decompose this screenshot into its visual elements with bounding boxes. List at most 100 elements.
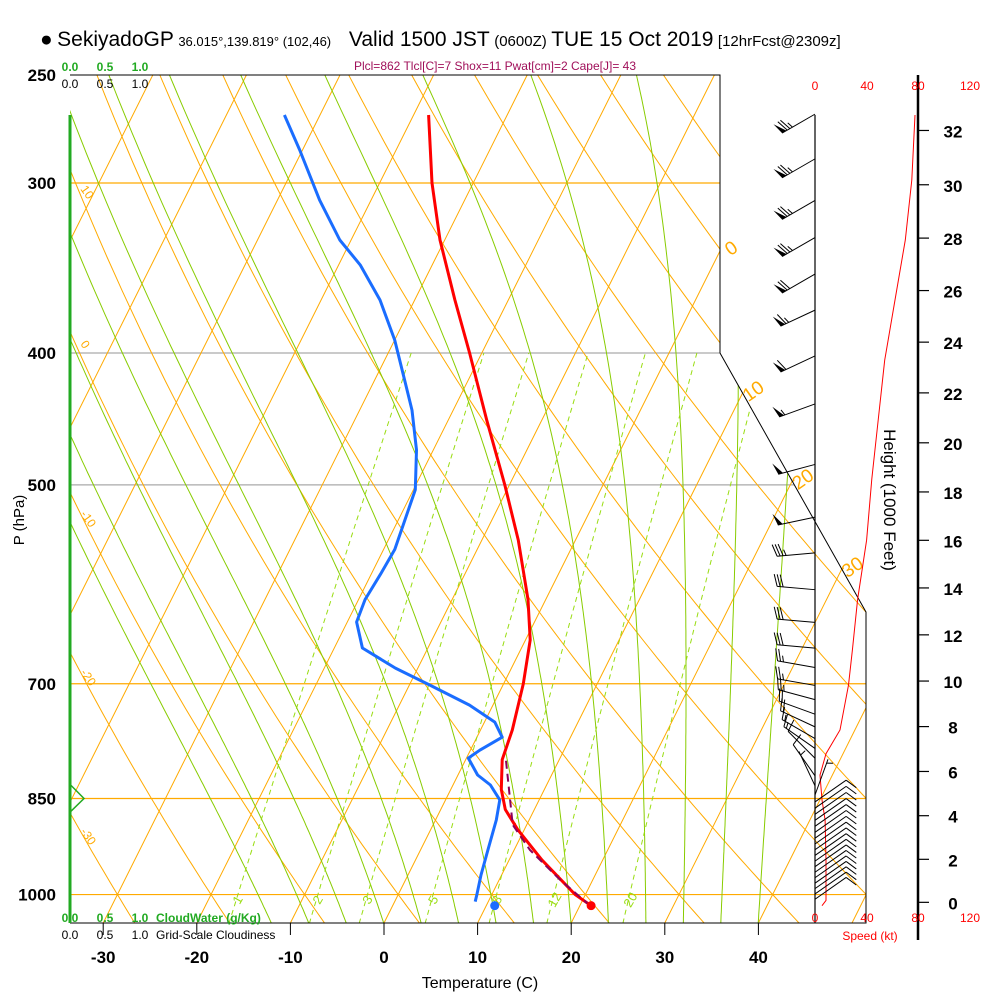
barb-staff xyxy=(781,273,816,294)
barb-staff xyxy=(814,821,847,845)
wind-barb xyxy=(792,734,816,777)
height-tick-label: 18 xyxy=(944,484,963,503)
barb-staff xyxy=(814,815,847,839)
mixing-ratio-line xyxy=(424,352,589,923)
speed-tick-label-bottom: 40 xyxy=(860,911,874,925)
mixing-ratio-line xyxy=(358,352,530,923)
barb-full xyxy=(776,574,781,587)
wind-barb xyxy=(777,677,816,701)
wind-barb xyxy=(773,200,816,220)
barb-staff xyxy=(814,810,847,833)
barb-staff xyxy=(777,585,816,591)
barb-full xyxy=(845,861,857,870)
mixing-ratio-label: 20 xyxy=(620,890,640,910)
barb-full xyxy=(781,707,786,720)
barb-full xyxy=(777,281,788,291)
dry-adiabat-label: 0 xyxy=(78,338,93,352)
barb-full xyxy=(783,714,788,727)
chart-header: ● SekiyadoGP 36.015°,139.819° (102,46) V… xyxy=(40,28,841,52)
station-name: SekiyadoGP xyxy=(57,28,174,51)
wind-speed-line xyxy=(819,114,916,907)
dry-adiabat-label: -20 xyxy=(78,666,100,689)
barb-full xyxy=(845,815,857,825)
moist-adiabat-line xyxy=(70,75,385,923)
barb-staff xyxy=(777,678,816,686)
pressure-tick-label: 300 xyxy=(28,174,56,193)
wind-barb xyxy=(814,815,857,839)
plot-frame xyxy=(68,74,920,940)
height-tick-label: 6 xyxy=(948,763,957,782)
wind-barb xyxy=(814,759,833,796)
barb-full xyxy=(845,850,857,859)
wind-barb xyxy=(814,850,857,873)
barb-full xyxy=(780,206,791,216)
barb-staff xyxy=(798,751,816,787)
speed-tick-label-bottom: 80 xyxy=(911,911,925,925)
barb-flag xyxy=(772,406,784,417)
height-tick-label: 30 xyxy=(944,177,963,196)
barb-full xyxy=(774,544,781,557)
barb-full xyxy=(787,719,795,732)
dry-adiabat-label: -10 xyxy=(78,508,100,531)
isotherm-line xyxy=(70,75,341,923)
barb-full xyxy=(792,734,802,745)
dry-adiabat-line xyxy=(70,75,421,923)
isotherm-line xyxy=(851,75,866,923)
barb-staff xyxy=(814,871,847,895)
barb-full xyxy=(845,877,857,886)
barb-half xyxy=(782,655,784,663)
wind-barb xyxy=(773,273,816,294)
barb-staff xyxy=(777,516,816,526)
barb-flag xyxy=(772,513,783,526)
temperature-tick-label: -20 xyxy=(185,948,210,967)
temperature-tick-label: 20 xyxy=(562,948,581,967)
skewt-frame xyxy=(70,74,867,924)
barb-full xyxy=(845,871,857,881)
barb-staff xyxy=(781,158,816,179)
barb-full xyxy=(777,677,779,690)
barb-staff xyxy=(814,792,847,815)
surface-dewpoint-dot xyxy=(490,901,500,911)
cloud-water-axis-title: CloudWater (g/Kg) xyxy=(156,911,261,925)
barb-full xyxy=(845,844,857,853)
moist-adiabat-line xyxy=(70,75,272,923)
barb-full xyxy=(845,838,857,848)
moist-adiabat-line xyxy=(70,75,310,923)
speed-tick-label-bottom: 120 xyxy=(960,911,980,925)
barb-full xyxy=(779,677,782,691)
speed-tick-label-top: 40 xyxy=(860,79,874,93)
wind-barb xyxy=(771,543,816,557)
barb-staff xyxy=(814,759,829,796)
speed-tick-label-top: 0 xyxy=(812,79,819,93)
wind-barb xyxy=(814,877,857,900)
barb-staff xyxy=(814,785,847,809)
wind-barb xyxy=(773,632,816,649)
barb-full xyxy=(845,855,857,864)
pressure-axis-title: P (hPa) xyxy=(11,495,28,546)
speed-axis-title: Speed (kt) xyxy=(842,929,897,943)
wind-barb xyxy=(772,513,816,526)
barb-full xyxy=(773,606,778,620)
moist-adiabat-line xyxy=(318,75,572,923)
barb-full xyxy=(777,207,788,217)
wind-barb xyxy=(773,573,816,591)
barb-full xyxy=(845,785,857,795)
dry-adiabat-line xyxy=(959,51,1000,923)
barb-full xyxy=(779,607,784,620)
temperature-tick-label: 40 xyxy=(749,948,768,967)
wind-barb xyxy=(814,833,857,856)
wind-barb xyxy=(814,844,857,868)
wind-barb xyxy=(775,666,816,686)
dry-adiabat-line xyxy=(398,75,866,923)
barb-full xyxy=(777,244,788,254)
barb-staff xyxy=(814,861,847,884)
dry-adiabat-line xyxy=(70,75,231,923)
barb-full xyxy=(845,833,857,842)
barb-full xyxy=(845,866,857,875)
cloudiness-tick-bottom: 0.0 xyxy=(62,928,79,942)
barb-staff xyxy=(787,730,816,759)
mixing-ratio-line xyxy=(546,352,698,923)
cloud-water-tick-bottom: 1.0 xyxy=(132,911,149,925)
moist-adiabat-line xyxy=(633,75,687,923)
barb-staff xyxy=(814,844,847,868)
